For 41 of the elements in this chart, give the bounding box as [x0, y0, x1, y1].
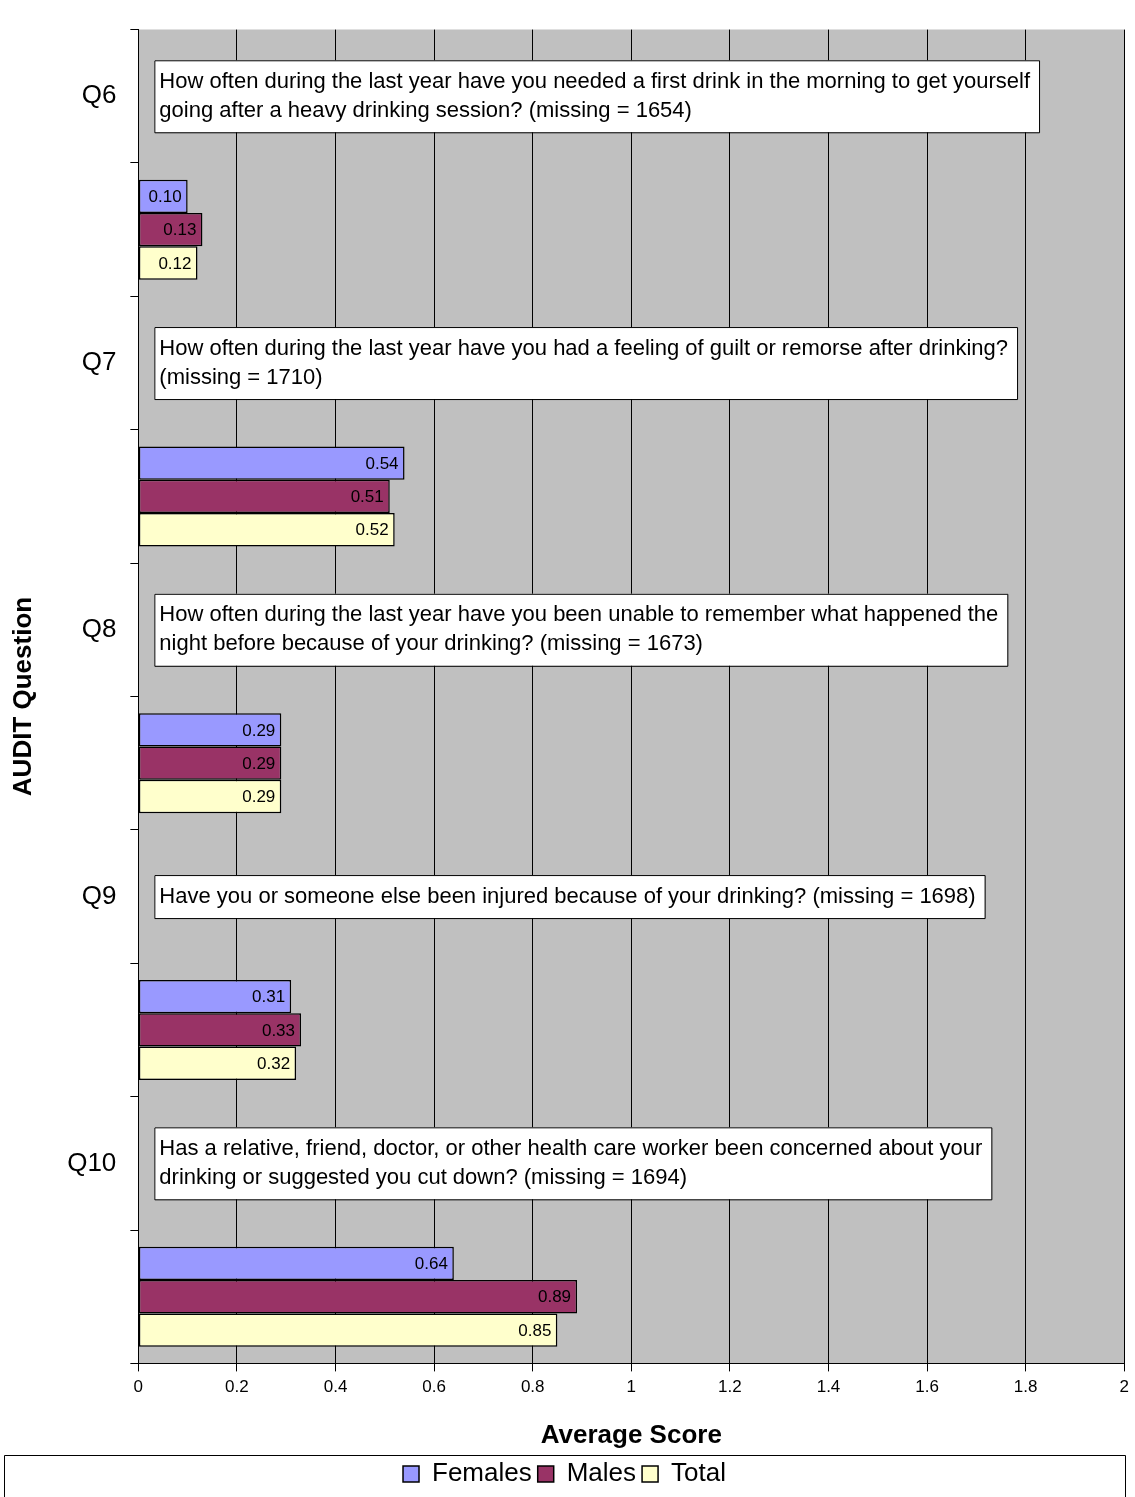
data-label: 0.29 [242, 753, 276, 773]
data-label: 0.12 [158, 253, 192, 273]
data-label: 0.51 [350, 487, 384, 507]
x-axis-title: Average Score [540, 1418, 722, 1449]
data-label: 0.85 [518, 1320, 552, 1340]
data-label: 0.52 [355, 520, 389, 540]
x-tick-label: 1.4 [816, 1377, 841, 1397]
data-label: 0.29 [242, 787, 276, 807]
data-label: 0.29 [242, 720, 276, 740]
data-label: 0.89 [537, 1287, 572, 1307]
y-tick-label: Q7 [81, 346, 117, 377]
annotation: Have you or someone else been injured because of your drinking? (missing = 1698) [159, 882, 976, 908]
legend-label: Total [671, 1457, 726, 1488]
x-tick-label: 0 [133, 1377, 144, 1397]
data-label: 0.54 [365, 453, 399, 473]
data-label: 0.10 [148, 187, 182, 207]
data-label: 0.64 [414, 1254, 448, 1274]
legend-label: Males [566, 1457, 637, 1488]
data-label: 0.32 [257, 1053, 291, 1073]
data-label: 0.33 [261, 1020, 296, 1040]
x-tick-label: 0.6 [422, 1377, 446, 1397]
x-tick-label: 1 [626, 1377, 637, 1397]
x-tick-label: 0.4 [323, 1377, 348, 1397]
legend-label: Females [432, 1457, 532, 1488]
x-tick-label: 1.8 [1013, 1377, 1038, 1397]
annotation: Has a relative, friend, doctor, or other health care worker been concerned about your drinking or suggested you cut down? (missing = 1694) [159, 1134, 983, 1189]
x-tick-label: 1.6 [915, 1377, 939, 1397]
y-tick-label: Q8 [81, 612, 117, 643]
annotation: How often during the last year have you been unable to remember what happened the night before because of your drinking? (missing = 1673) [159, 601, 999, 656]
x-tick-label: 0.2 [225, 1377, 249, 1397]
x-tick-label: 0.8 [520, 1377, 545, 1397]
x-tick-label: 2 [1119, 1377, 1130, 1397]
y-tick-label: Q9 [81, 879, 117, 910]
y-axis-title: AUDIT Question [6, 596, 37, 797]
y-tick-label: Q6 [81, 79, 117, 110]
annotation: How often during the last year have you needed a first drink in the morning to get yourself going after a heavy drinking session? (missing = 1654) [159, 67, 1031, 122]
annotation: How often during the last year have you had a feeling of guilt or remorse after drinking? (missing = 1710) [159, 334, 1009, 389]
x-tick-label: 1.2 [718, 1377, 742, 1397]
data-label: 0.13 [163, 220, 197, 240]
y-tick-label: Q10 [67, 1146, 117, 1177]
data-label: 0.31 [252, 987, 286, 1007]
